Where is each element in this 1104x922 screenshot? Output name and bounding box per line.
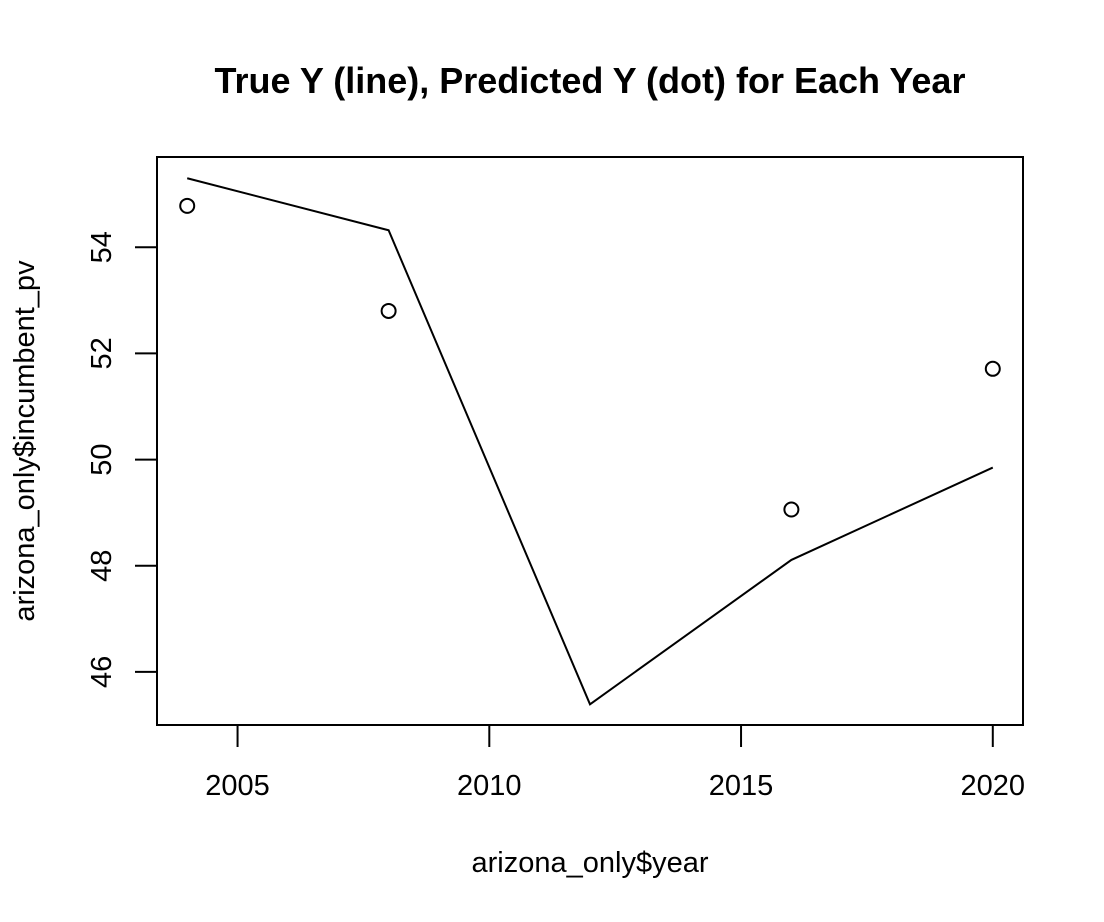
x-tick-label: 2015 xyxy=(709,770,774,802)
y-tick-label: 46 xyxy=(86,656,118,688)
x-tick-label: 2020 xyxy=(961,770,1026,802)
chart-title: True Y (line), Predicted Y (dot) for Eac… xyxy=(215,60,966,101)
series-layer xyxy=(179,177,1001,706)
y-tick-label: 48 xyxy=(86,550,118,582)
x-tick-label: 2005 xyxy=(205,770,270,802)
x-axis: 2005 2010 2015 2020 xyxy=(205,724,1026,802)
x-tick-label: 2010 xyxy=(457,770,522,802)
y-tick-label: 50 xyxy=(86,443,118,475)
x-axis-label: arizona_only$year xyxy=(472,847,709,879)
y-tick-label: 54 xyxy=(86,231,118,263)
predicted-y-point xyxy=(783,501,800,518)
y-tick-label: 52 xyxy=(86,337,118,369)
true-y-line xyxy=(186,177,994,706)
y-axis-label: arizona_only$incumbent_pv xyxy=(9,260,41,622)
predicted-y-point xyxy=(380,302,397,319)
plot-frame xyxy=(156,156,1024,726)
predicted-y-point xyxy=(984,360,1001,377)
y-axis: 46 48 50 52 54 xyxy=(86,231,158,688)
predicted-y-point xyxy=(179,197,196,214)
